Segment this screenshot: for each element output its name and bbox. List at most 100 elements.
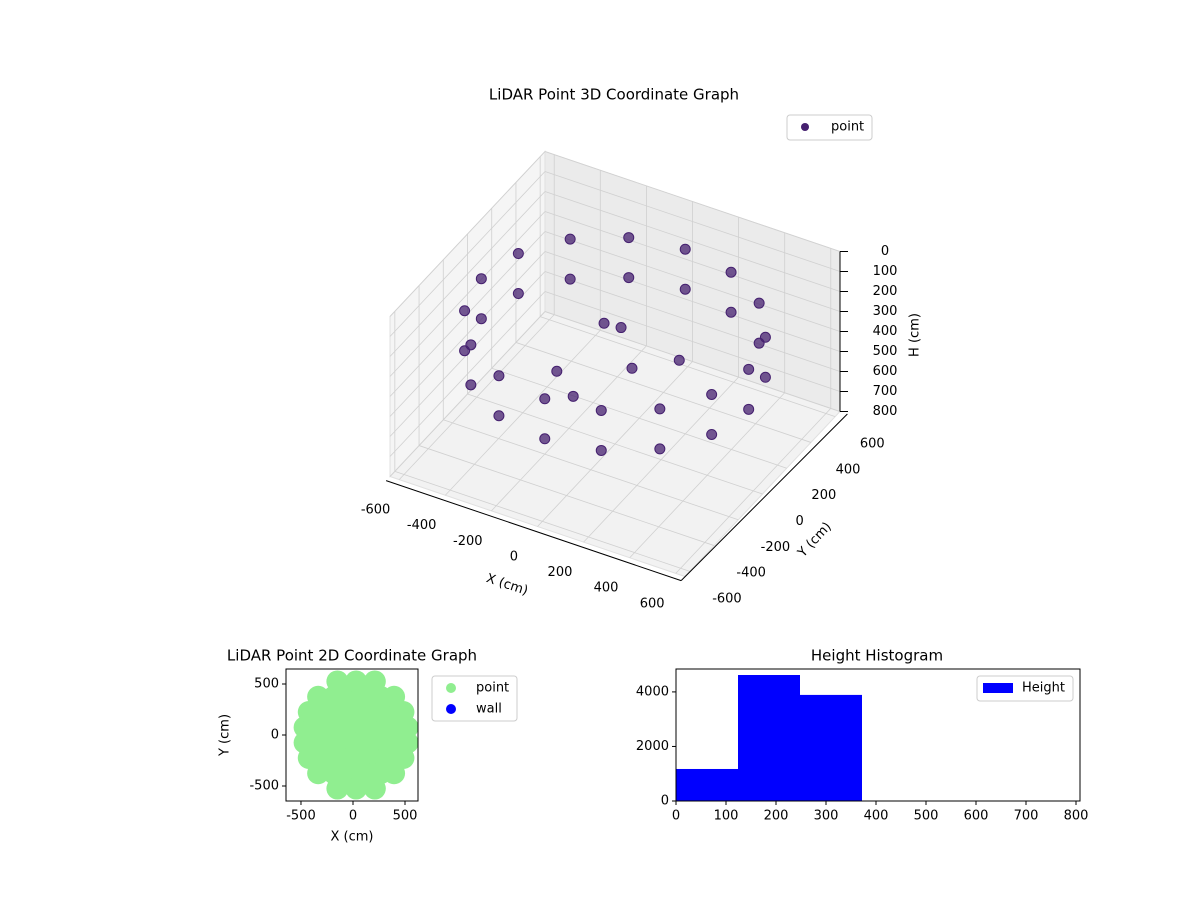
grid-line [418, 445, 715, 546]
x-tick-label: 800 [1064, 809, 1089, 824]
z-tick-label: 200 [873, 284, 898, 299]
legend-label: point [831, 120, 864, 135]
y-tick-label: 0 [795, 514, 803, 529]
point [539, 393, 551, 405]
point [307, 685, 330, 708]
point [551, 365, 563, 377]
point [326, 777, 349, 800]
point [679, 283, 691, 295]
point [539, 433, 551, 445]
y-tick-label: 600 [860, 437, 885, 452]
legend-patch [983, 683, 1013, 693]
point [465, 379, 477, 391]
point [743, 363, 755, 375]
point [595, 404, 607, 416]
legend-marker [801, 123, 809, 131]
point [326, 670, 349, 693]
z-tick-label: 0 [881, 244, 889, 259]
grid-line [544, 151, 841, 252]
point [345, 670, 368, 693]
point [654, 403, 666, 415]
grid-line [389, 211, 546, 377]
histogram-bar [738, 675, 800, 801]
point [626, 362, 638, 374]
grid-line [389, 291, 546, 457]
point [475, 273, 487, 285]
x-axis-label: X (cm) [331, 830, 374, 845]
x-tick-label: 200 [764, 809, 789, 824]
grid-line [540, 316, 836, 418]
x-tick-label: 0 [349, 809, 357, 824]
grid-line [544, 231, 841, 332]
y-axis-label: Y (cm) [218, 714, 233, 757]
x-tick-label: 400 [864, 809, 889, 824]
y-tick-label: 0 [661, 794, 669, 809]
x-tick-label: 0 [672, 809, 680, 824]
point [512, 288, 524, 300]
y-tick-label: -500 [249, 779, 279, 794]
z-tick-label: 500 [873, 344, 898, 359]
plot-area [293, 670, 418, 800]
grid-line [443, 419, 739, 521]
grid-line [544, 311, 841, 412]
point [564, 273, 576, 285]
x-tick-label: 300 [814, 809, 839, 824]
point [363, 777, 386, 800]
grid-line [544, 191, 841, 292]
point [725, 306, 737, 318]
histogram-bar [676, 768, 738, 801]
x-axis [385, 480, 682, 582]
grid-line [515, 342, 812, 443]
point [679, 243, 691, 255]
point [383, 762, 406, 785]
y-tick-label: 0 [271, 728, 279, 743]
z-axis-label: H (cm) [908, 313, 923, 357]
grid-line [544, 251, 841, 352]
x-tick-label: 700 [1014, 809, 1039, 824]
point [759, 371, 771, 383]
point [459, 345, 471, 357]
chart-title: LiDAR Point 3D Coordinate Graph [489, 86, 739, 104]
x-tick-label: 0 [510, 549, 518, 564]
point [345, 777, 368, 800]
chart-title: Height Histogram [811, 647, 943, 665]
x-tick-label: 100 [714, 809, 739, 824]
x-tick-label: 600 [640, 596, 665, 611]
y-axis [680, 413, 848, 581]
point [564, 233, 576, 245]
y-tick-label: 4000 [636, 684, 669, 699]
grid-line [389, 311, 546, 477]
grid-line [544, 271, 841, 372]
z-tick-label: 300 [873, 304, 898, 319]
x-tick-label: -200 [453, 534, 483, 549]
x-tick-label: -400 [407, 518, 437, 533]
z-tick-label: 700 [873, 384, 898, 399]
point [673, 354, 685, 366]
x-tick-label: -500 [286, 809, 316, 824]
grid-line [544, 211, 841, 312]
legend-label: point [476, 681, 509, 696]
point [595, 444, 607, 456]
grid-line [544, 291, 841, 392]
point [753, 297, 765, 309]
axes-frame [675, 668, 1081, 802]
x-tick-label: 200 [548, 565, 573, 580]
point [459, 305, 471, 317]
y-tick-label: 500 [254, 676, 279, 691]
point [623, 232, 635, 244]
point [493, 410, 505, 422]
grid-line [389, 251, 546, 417]
grid-line [544, 171, 841, 272]
y-tick-label: -200 [761, 540, 791, 555]
z-tick-label: 800 [873, 404, 898, 419]
point [383, 685, 406, 708]
x-tick-label: 500 [393, 809, 418, 824]
grid-line [491, 367, 787, 469]
point [475, 313, 487, 325]
point [706, 388, 718, 400]
y-tick-label: 400 [836, 462, 861, 477]
legend-box [786, 114, 873, 141]
chart-title: LiDAR Point 2D Coordinate Graph [227, 647, 477, 665]
legend-label: wall [476, 702, 502, 717]
